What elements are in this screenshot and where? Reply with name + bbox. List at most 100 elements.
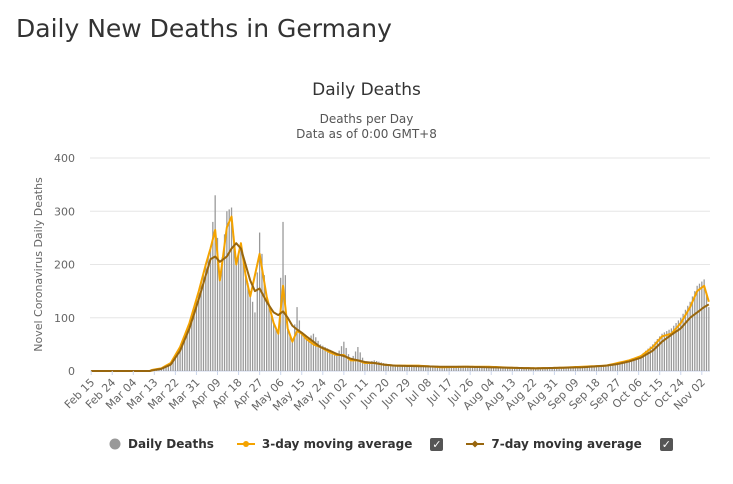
bar <box>588 366 591 371</box>
bar <box>432 366 434 371</box>
bar <box>525 368 527 371</box>
bar <box>577 366 579 371</box>
bar <box>235 264 237 371</box>
bar <box>268 305 270 371</box>
bar <box>357 347 359 371</box>
bar <box>315 337 317 371</box>
bar <box>546 368 549 371</box>
bar <box>542 368 544 371</box>
bar <box>443 367 446 371</box>
bar <box>195 299 198 371</box>
bar <box>448 367 450 371</box>
bar <box>441 367 443 371</box>
bar <box>598 365 600 371</box>
bar <box>275 328 277 371</box>
bar <box>691 296 694 371</box>
bar <box>565 367 567 371</box>
bar <box>460 366 462 371</box>
bar <box>701 281 703 371</box>
bar <box>382 363 385 371</box>
bar <box>186 329 188 371</box>
line-marker-icon <box>236 441 255 447</box>
bar <box>570 367 572 371</box>
bar <box>371 361 373 371</box>
bar <box>427 366 429 371</box>
bar <box>282 221 284 371</box>
bar <box>191 315 193 371</box>
bar <box>338 350 340 371</box>
bar <box>593 366 595 371</box>
bar <box>420 365 422 371</box>
bar <box>670 328 673 371</box>
bar <box>705 293 708 371</box>
bar <box>492 366 495 371</box>
bar <box>336 355 338 371</box>
bar <box>469 366 471 371</box>
bar <box>450 367 453 371</box>
bar <box>602 365 605 371</box>
bar <box>544 368 546 371</box>
bar <box>415 365 418 371</box>
bar <box>294 324 296 371</box>
bar <box>261 253 263 371</box>
bar <box>270 314 272 371</box>
bar <box>247 283 249 371</box>
bar <box>392 365 394 371</box>
bar <box>172 359 174 371</box>
bar <box>404 365 406 371</box>
bar <box>457 366 460 371</box>
bar <box>249 291 251 371</box>
bar <box>633 358 635 371</box>
checkbox-3-day-average[interactable]: ✓ <box>430 437 444 451</box>
bar <box>504 367 506 371</box>
bar <box>422 365 425 371</box>
bar <box>322 345 324 371</box>
chart-legend: Daily Deaths 3-day moving average ✓ 7-da… <box>108 434 695 454</box>
bar <box>687 305 689 371</box>
bar <box>287 328 289 371</box>
series-line-3-day <box>91 215 710 372</box>
bar <box>673 325 675 371</box>
bar <box>345 347 347 371</box>
bar <box>394 365 396 371</box>
bar <box>637 356 640 371</box>
bar <box>642 352 644 371</box>
bar <box>387 364 389 371</box>
bar <box>198 291 200 371</box>
checkbox-7-day-average[interactable]: ✓ <box>659 437 673 451</box>
bar <box>551 367 553 371</box>
bar <box>628 360 630 371</box>
bar <box>301 333 303 371</box>
bar <box>200 282 202 371</box>
bar <box>303 336 305 371</box>
bar <box>277 333 279 371</box>
bar <box>649 346 651 371</box>
bar <box>228 209 230 371</box>
bar <box>609 364 612 371</box>
bar <box>207 256 209 371</box>
bar <box>567 367 570 371</box>
bar <box>184 335 186 371</box>
bar <box>265 296 268 371</box>
bar <box>221 257 223 371</box>
legend-item-daily-deaths[interactable]: Daily Deaths <box>108 437 214 451</box>
legend-item-7-day-average[interactable]: 7-day moving average <box>465 437 642 451</box>
bar <box>591 366 593 371</box>
chart-subtitle-line-2: Data as of 0:00 GMT+8 <box>296 127 437 141</box>
bar <box>361 357 364 371</box>
bar <box>614 363 616 371</box>
bar <box>406 365 408 371</box>
y-tick-label: 300 <box>54 205 75 218</box>
bar <box>193 307 195 371</box>
bar <box>375 361 378 371</box>
bar <box>240 243 242 371</box>
bar <box>177 351 179 371</box>
bar <box>289 335 291 371</box>
bar <box>174 355 177 371</box>
bar <box>698 283 701 371</box>
bar <box>647 348 649 371</box>
legend-item-3-day-average[interactable]: 3-day moving average <box>236 437 412 451</box>
bar <box>499 367 502 371</box>
bar <box>364 363 366 371</box>
bar <box>574 367 577 371</box>
